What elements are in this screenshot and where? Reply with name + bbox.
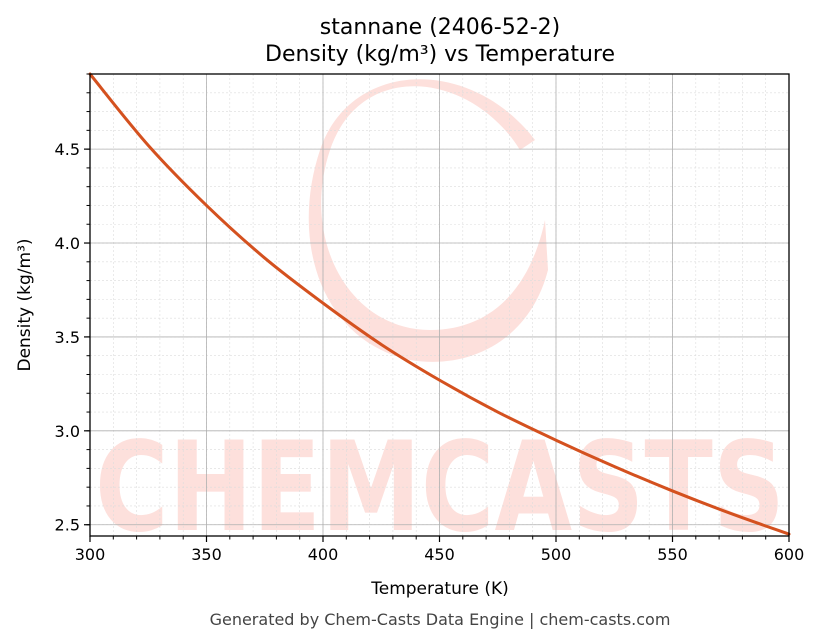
density-series-line	[88, 72, 791, 536]
x-tick-label: 450	[424, 545, 455, 564]
ticks-layer: 300 350 400 450 500 550 600 2.5 3.0 3.5 4.0 4.5	[55, 73, 805, 564]
series-layer	[88, 72, 791, 536]
x-tick-label: 350	[191, 545, 222, 564]
y-axis-label: Density (kg/m³)	[15, 238, 35, 371]
x-tick-label: 600	[774, 545, 805, 564]
x-tick-label: 300	[75, 545, 106, 564]
chart-title-line1: stannane (2406-52-2)	[320, 15, 560, 40]
chart-title-line2: Density (kg/m³) vs Temperature	[265, 42, 615, 67]
y-tick-label: 4.0	[55, 234, 80, 253]
y-tick-label: 3.0	[55, 422, 80, 441]
x-tick-label: 500	[541, 545, 572, 564]
x-tick-label: 550	[657, 545, 688, 564]
footer-credit: Generated by Chem-Casts Data Engine | ch…	[210, 610, 671, 629]
y-tick-label: 3.5	[55, 328, 80, 347]
y-tick-label: 4.5	[55, 140, 80, 159]
y-tick-label: 2.5	[55, 516, 80, 535]
x-axis-label: Temperature (K)	[370, 579, 509, 599]
x-tick-label: 400	[308, 545, 339, 564]
